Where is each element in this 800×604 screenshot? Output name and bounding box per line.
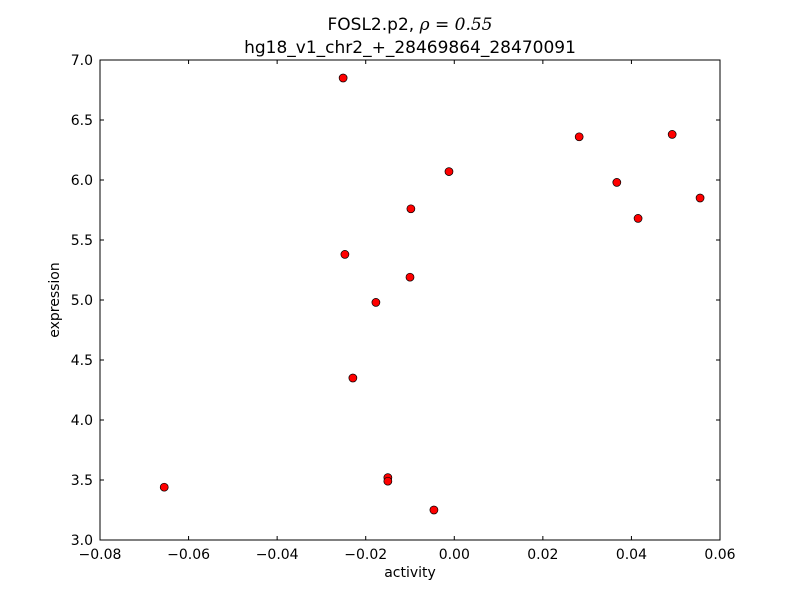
data-point: [612, 178, 622, 187]
data-point: [633, 214, 643, 223]
x-axis-label: activity: [384, 565, 436, 581]
plot-area: [99, 59, 721, 541]
data-point: [406, 204, 416, 214]
chart-title-line2: hg18_v1_chr2_+_28469864_28470091: [244, 38, 576, 58]
y-tick-label: 4.5: [71, 353, 93, 369]
data-point: [159, 482, 169, 492]
title-rho: ρ = 0.55: [419, 15, 493, 35]
y-tick-label: 5.5: [71, 233, 93, 249]
data-point: [444, 167, 454, 176]
x-tick-label: −0.06: [167, 547, 210, 563]
chart-title-line1: FOSL2.p2, ρ = 0.55: [328, 15, 493, 35]
data-point: [340, 250, 350, 259]
data-point: [695, 193, 705, 203]
data-point: [574, 132, 584, 142]
data-point: [338, 73, 348, 83]
data-point: [371, 298, 381, 307]
y-tick-label: 6.5: [71, 113, 93, 129]
y-tick-label: 5.0: [71, 293, 93, 309]
y-tick-label: 7.0: [71, 53, 93, 69]
y-tick-label: 6.0: [71, 173, 93, 189]
x-tick-label: 0.04: [616, 547, 647, 563]
y-axis-label: expression: [47, 262, 63, 338]
x-tick-label: −0.08: [79, 547, 122, 563]
x-tick-label: −0.04: [256, 547, 299, 563]
data-point: [667, 130, 677, 139]
y-tick-label: 3.5: [71, 473, 93, 489]
y-tick-label: 3.0: [71, 533, 93, 549]
data-point: [383, 476, 393, 486]
y-tick-label: 4.0: [71, 413, 93, 429]
title-gene: FOSL2.p2,: [328, 15, 420, 35]
data-point: [405, 272, 415, 282]
x-tick-label: 0.00: [439, 547, 470, 563]
data-point: [429, 505, 439, 515]
x-tick-label: 0.06: [704, 547, 735, 563]
x-tick-label: 0.02: [527, 547, 558, 563]
data-point: [348, 373, 358, 383]
x-tick-label: −0.02: [344, 547, 387, 563]
